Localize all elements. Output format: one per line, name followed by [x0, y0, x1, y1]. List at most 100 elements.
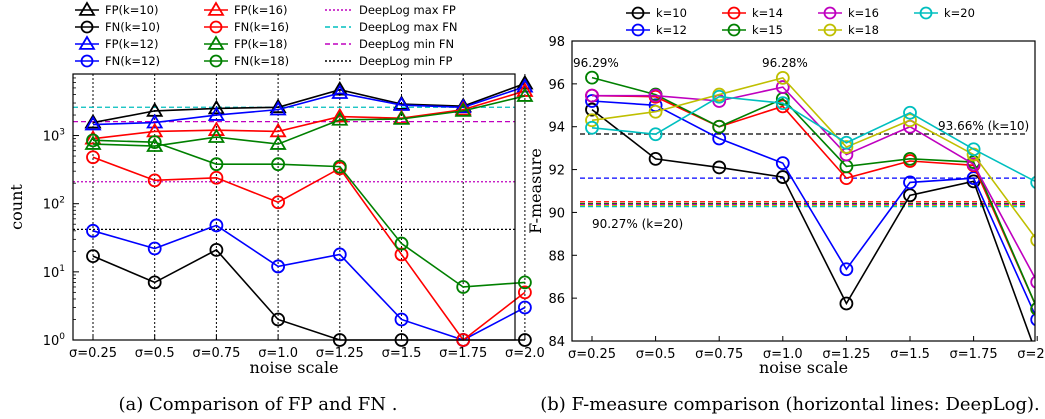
- y-tick-label: 102: [43, 196, 65, 213]
- y-tick-label: 101: [43, 264, 65, 281]
- x-axis-label: noise scale: [759, 358, 848, 377]
- data-point: [86, 249, 100, 264]
- data-point: [271, 259, 286, 274]
- data-point: [518, 285, 532, 300]
- series-line: [92, 90, 526, 140]
- legend-label: FP(k=10): [105, 3, 158, 17]
- data-point: [331, 111, 349, 126]
- data-point: [518, 300, 532, 315]
- plot-area: [580, 70, 1035, 341]
- data-point: [331, 107, 349, 123]
- data-point: [516, 87, 534, 102]
- y-tick-label: 86: [548, 292, 565, 307]
- legend-marker: [823, 6, 837, 20]
- data-point: [271, 195, 286, 210]
- data-point: [84, 129, 102, 145]
- caption-right: (b) F-measure comparison (horizontal lin…: [540, 394, 1040, 415]
- legend-marker: [209, 54, 223, 68]
- caption-left: (a) Comparison of FP and FN .: [119, 394, 398, 415]
- legend-label: FN(k=12): [105, 54, 160, 68]
- data-point: [207, 121, 225, 136]
- legend-marker: [209, 20, 223, 34]
- data-point: [394, 236, 409, 251]
- data-point: [207, 128, 225, 143]
- y-tick-label: 103: [43, 128, 65, 145]
- annotation: 93.66% (k=10): [938, 119, 1029, 133]
- series-line: [591, 94, 1035, 306]
- plot-frame: [571, 40, 1036, 342]
- legend-marker: [78, 35, 96, 50]
- y-axis-label: count: [7, 184, 26, 230]
- legend-marker: [80, 20, 94, 34]
- annotation: 96.29%: [573, 56, 619, 70]
- data-point: [147, 135, 162, 150]
- legend-marker: [631, 6, 645, 20]
- data-point: [332, 247, 347, 262]
- data-point: [839, 262, 854, 277]
- data-point: [209, 170, 224, 185]
- fp-fn-chart: 100 101 102 103 σ=0.25 σ=0.5 σ=0.75 σ=1.0 σ=1.25…: [7, 1, 545, 377]
- legend-marker: [919, 6, 933, 20]
- legend-label: k=18: [848, 23, 879, 37]
- y-tick-label: 84: [548, 335, 565, 350]
- legend-label: FN(k=18): [234, 54, 289, 68]
- x-tick-label: σ=1.5: [382, 346, 422, 361]
- data-point: [1030, 175, 1035, 189]
- f-measure-chart: 84 86 88 90 92 94 96 98 σ=0.25 σ=0.5 σ=0.75 σ=1.0 σ=…: [526, 6, 1045, 377]
- data-point: [518, 275, 532, 290]
- data-point: [147, 275, 162, 290]
- data-point: [394, 312, 409, 327]
- x-tick-label: σ=1.0: [258, 346, 298, 361]
- x-axis-label: noise scale: [249, 358, 338, 377]
- x-tick-label: σ=0.5: [636, 347, 676, 362]
- data-point: [269, 98, 287, 114]
- data-point: [775, 156, 790, 171]
- series-line: [591, 100, 1035, 317]
- series-line: [92, 85, 526, 126]
- annotation: 96.28%: [762, 56, 808, 70]
- data-point: [209, 218, 224, 233]
- x-tick-label: σ=1.25: [822, 347, 870, 362]
- data-point: [903, 105, 917, 120]
- legend: k=10 k=14 k=16 k=20 k=12 k=15 k=18: [626, 6, 975, 37]
- y-tick-label: 98: [548, 35, 565, 50]
- data-point: [209, 242, 224, 257]
- data-point: [84, 135, 102, 150]
- data-point: [775, 96, 790, 111]
- x-tick-label: σ=2.0: [505, 346, 545, 361]
- legend-marker: [78, 1, 96, 16]
- y-tick-label: 92: [548, 164, 565, 179]
- data-point: [585, 102, 599, 117]
- data-point: [146, 113, 164, 129]
- legend-label: k=20: [944, 6, 975, 20]
- x-tick-label: σ=2.0: [1017, 347, 1045, 362]
- series-line: [92, 224, 526, 341]
- data-point: [394, 247, 409, 262]
- x-tick-label: σ=0.25: [568, 347, 616, 362]
- legend-label: FP(k=18): [234, 37, 287, 51]
- series-line: [591, 76, 1035, 239]
- data-point: [648, 104, 663, 119]
- series-line: [92, 156, 526, 342]
- legend-marker: [727, 23, 741, 37]
- data-point: [86, 150, 100, 165]
- series-line: [592, 86, 1035, 280]
- x-tick-label: σ=0.5: [135, 346, 175, 361]
- series-line: [591, 108, 1033, 341]
- legend-label: k=14: [752, 6, 783, 20]
- series-line: [591, 76, 1035, 306]
- data-point: [839, 135, 854, 150]
- data-point: [712, 89, 727, 104]
- data-point: [839, 140, 854, 154]
- y-tick-label: 96: [548, 78, 565, 93]
- data-point: [86, 223, 100, 238]
- data-point: [585, 113, 599, 128]
- series-line: [92, 82, 526, 124]
- data-point: [454, 98, 472, 114]
- data-point: [1030, 275, 1035, 289]
- data-point: [966, 157, 981, 172]
- series-line: [92, 95, 526, 147]
- data-point: [712, 160, 727, 175]
- legend-marker: [823, 23, 837, 37]
